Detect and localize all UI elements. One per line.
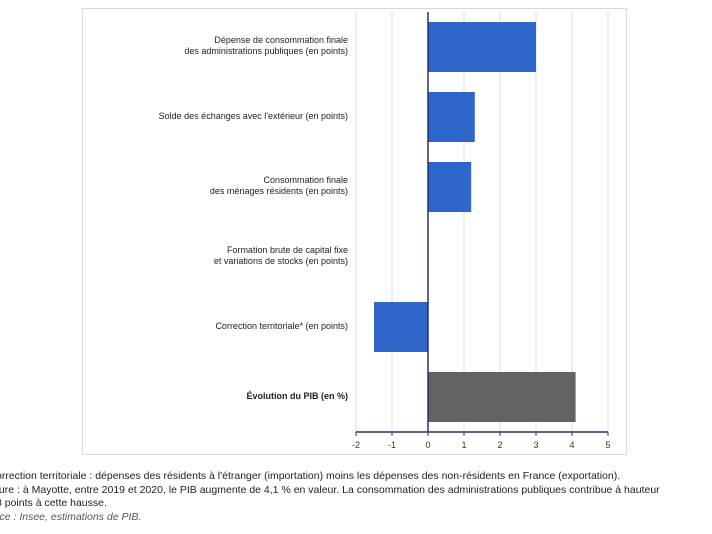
bar (428, 92, 475, 142)
x-tick-label: 5 (605, 440, 610, 450)
bar-chart: -2 -1 0 1 2 3 4 5 (352, 12, 611, 450)
bar (428, 22, 536, 72)
category-label: Solde des échanges avec l'extérieur (en … (158, 110, 348, 121)
bar (428, 372, 576, 422)
category-label: Correction territoriale* (en points) (215, 320, 348, 331)
category-label: Évolution du PIB (en %) (246, 390, 349, 401)
x-tick-label: 2 (497, 440, 502, 450)
x-tick-label: -1 (388, 440, 396, 450)
note-territorial-correction: orrection territoriale : dépenses des ré… (0, 470, 621, 482)
bar (428, 162, 472, 212)
category-label: Consommation finale des ménages résident… (209, 175, 348, 196)
x-tick-label: 3 (533, 440, 538, 450)
note-source: rce : Insee, estimations de PIB. (0, 510, 142, 523)
category-label: Formation brute de capital fixe et varia… (213, 245, 348, 266)
bar (374, 302, 428, 352)
x-tick-label: -2 (352, 440, 360, 450)
x-tick-label: 1 (461, 440, 466, 450)
chart-notes: orrection territoriale : dépenses des ré… (0, 470, 712, 524)
note-reading-guide-cont: 3 points à cette hausse. (0, 497, 107, 509)
x-tick-label: 4 (569, 440, 574, 450)
note-reading-guide: ture : à Mayotte, entre 2019 et 2020, le… (0, 483, 660, 496)
category-label: Dépense de consommation finale des admin… (184, 35, 348, 56)
x-tick-label: 0 (425, 440, 430, 450)
